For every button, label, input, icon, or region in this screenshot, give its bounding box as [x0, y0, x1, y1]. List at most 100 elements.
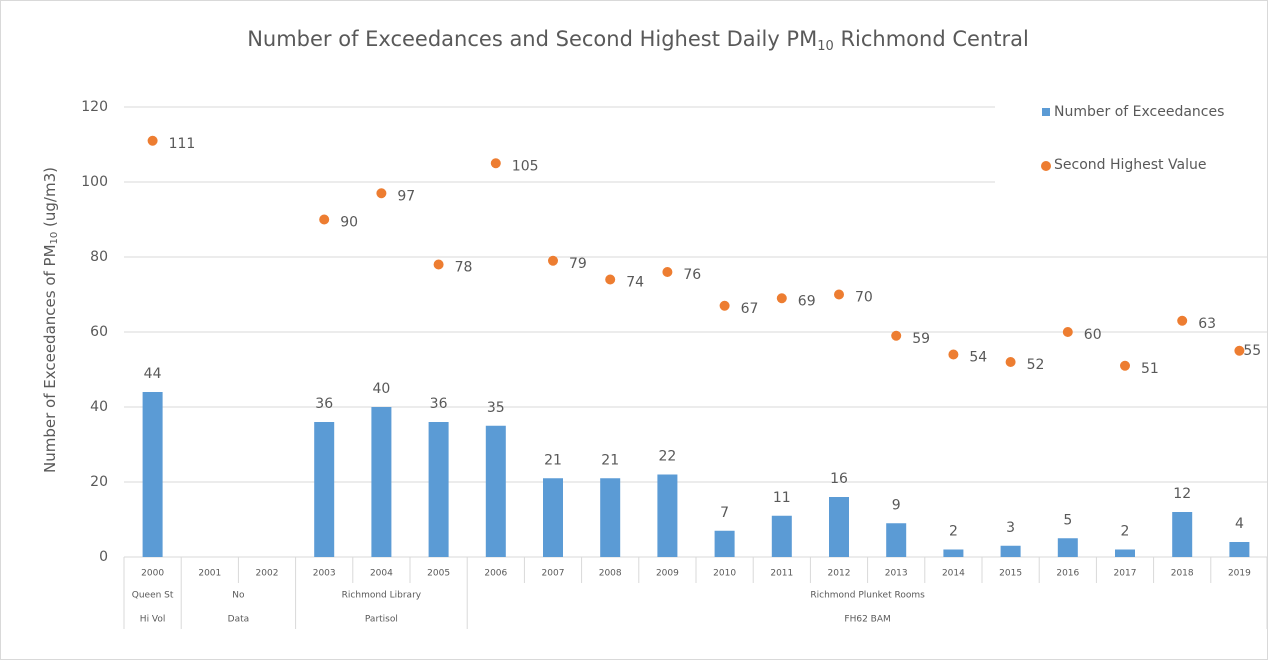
- y-tick-label: 120: [81, 99, 108, 115]
- legend-label: Second Highest Value: [1054, 157, 1206, 173]
- point-value-label: 111: [169, 136, 196, 152]
- title-tail: Richmond Central: [834, 27, 1029, 51]
- bar-value-label: 16: [830, 471, 848, 487]
- legend-swatch: [1041, 161, 1051, 171]
- bar: [886, 523, 907, 557]
- x-group-label: Data: [228, 615, 250, 625]
- x-tick-label: 2010: [713, 569, 736, 579]
- x-tick-label: 2013: [885, 569, 908, 579]
- bar: [714, 530, 735, 557]
- x-tick-label: 2014: [942, 569, 965, 579]
- bar: [657, 474, 678, 557]
- point-value-label: 90: [340, 215, 358, 231]
- bar-value-label: 2: [949, 524, 958, 540]
- scatter-point: [319, 214, 330, 225]
- y-label-tail: (ug/m3): [41, 167, 59, 232]
- x-group-label: Partisol: [365, 615, 398, 625]
- scatter-point: [719, 300, 730, 311]
- bar: [771, 515, 792, 557]
- scatter-point: [490, 158, 501, 169]
- point-value-label: 67: [741, 301, 759, 317]
- x-tick-label: 2015: [999, 569, 1022, 579]
- point-value-label: 52: [1027, 357, 1045, 373]
- x-tick-label: 2002: [256, 569, 279, 579]
- bar: [485, 425, 506, 557]
- bar: [428, 422, 449, 557]
- x-tick-label: 2006: [484, 569, 507, 579]
- bar-value-label: 11: [773, 490, 791, 506]
- bar-value-label: 22: [658, 449, 676, 465]
- bar-value-label: 35: [487, 400, 505, 416]
- point-value-label: 76: [683, 267, 701, 283]
- bar: [543, 478, 563, 557]
- scatter-point: [948, 349, 959, 360]
- y-tick-label: 20: [90, 474, 108, 490]
- x-tick-label: 2018: [1171, 569, 1194, 579]
- x-tick-label: 2003: [313, 569, 336, 579]
- scatter-point: [605, 274, 616, 285]
- x-group-label: Hi Vol: [140, 615, 166, 625]
- bar: [1229, 542, 1250, 557]
- bar: [600, 478, 621, 557]
- x-tick-label: 2017: [1114, 569, 1137, 579]
- bar-value-label: 2: [1121, 524, 1130, 540]
- bar-value-label: 5: [1063, 512, 1072, 528]
- scatter-point: [891, 330, 902, 341]
- x-group-label: FH62 BAM: [844, 615, 890, 625]
- bar: [943, 549, 964, 557]
- point-value-label: 97: [397, 188, 415, 204]
- x-tick-label: 2012: [828, 569, 851, 579]
- scatter-point: [433, 259, 444, 270]
- legend-swatch: [1042, 108, 1050, 116]
- x-tick-label: 2007: [542, 569, 565, 579]
- scatter-point: [662, 267, 673, 277]
- x-group-label: No: [232, 591, 245, 601]
- x-tick-label: 2001: [198, 569, 221, 579]
- x-tick-label: 2005: [427, 569, 450, 579]
- y-tick-label: 60: [90, 324, 108, 340]
- x-tick-label: 2011: [770, 569, 793, 579]
- point-value-label: 54: [969, 350, 987, 366]
- scatter-point: [834, 289, 844, 300]
- bar-value-label: 9: [892, 497, 901, 513]
- bar: [1057, 538, 1078, 557]
- scatter-point: [1120, 360, 1130, 371]
- point-value-label: 74: [626, 275, 644, 291]
- y-tick-label: 80: [90, 249, 108, 265]
- bar: [371, 407, 392, 557]
- bar: [829, 497, 849, 557]
- point-value-label: 70: [855, 290, 873, 306]
- point-value-label: 69: [798, 293, 816, 309]
- scatter-point: [776, 293, 787, 304]
- bar-value-label: 21: [601, 452, 619, 468]
- x-tick-label: 2019: [1228, 569, 1251, 579]
- legend-label: Number of Exceedances: [1054, 104, 1224, 120]
- bar-value-label: 36: [315, 396, 333, 412]
- x-group-label: Richmond Library: [342, 591, 422, 601]
- y-label-text: Number of Exceedances of PM: [41, 244, 59, 473]
- title-sub: 10: [817, 39, 834, 54]
- scatter-point: [1234, 345, 1245, 356]
- bar-value-label: 40: [372, 381, 390, 397]
- bar-value-label: 12: [1173, 486, 1191, 502]
- point-value-label: 59: [912, 331, 930, 347]
- x-tick-label: 2016: [1056, 569, 1079, 579]
- bar-value-label: 4: [1235, 516, 1244, 532]
- y-label-sub: 10: [49, 232, 60, 245]
- bar-value-label: 7: [720, 505, 729, 521]
- bar-value-label: 44: [144, 366, 162, 382]
- x-tick-label: 2000: [141, 569, 164, 579]
- y-axis-label: Number of Exceedances of PM10 (ug/m3): [41, 167, 61, 473]
- x-tick-label: 2009: [656, 569, 679, 579]
- point-value-label: 60: [1084, 327, 1102, 343]
- bar-value-label: 3: [1006, 520, 1015, 536]
- bar: [1172, 512, 1193, 557]
- bar: [314, 422, 335, 557]
- y-tick-label: 40: [90, 399, 108, 415]
- point-value-label: 55: [1243, 343, 1261, 359]
- x-group-label: Richmond Plunket Rooms: [810, 591, 925, 601]
- scatter-point: [1177, 315, 1188, 326]
